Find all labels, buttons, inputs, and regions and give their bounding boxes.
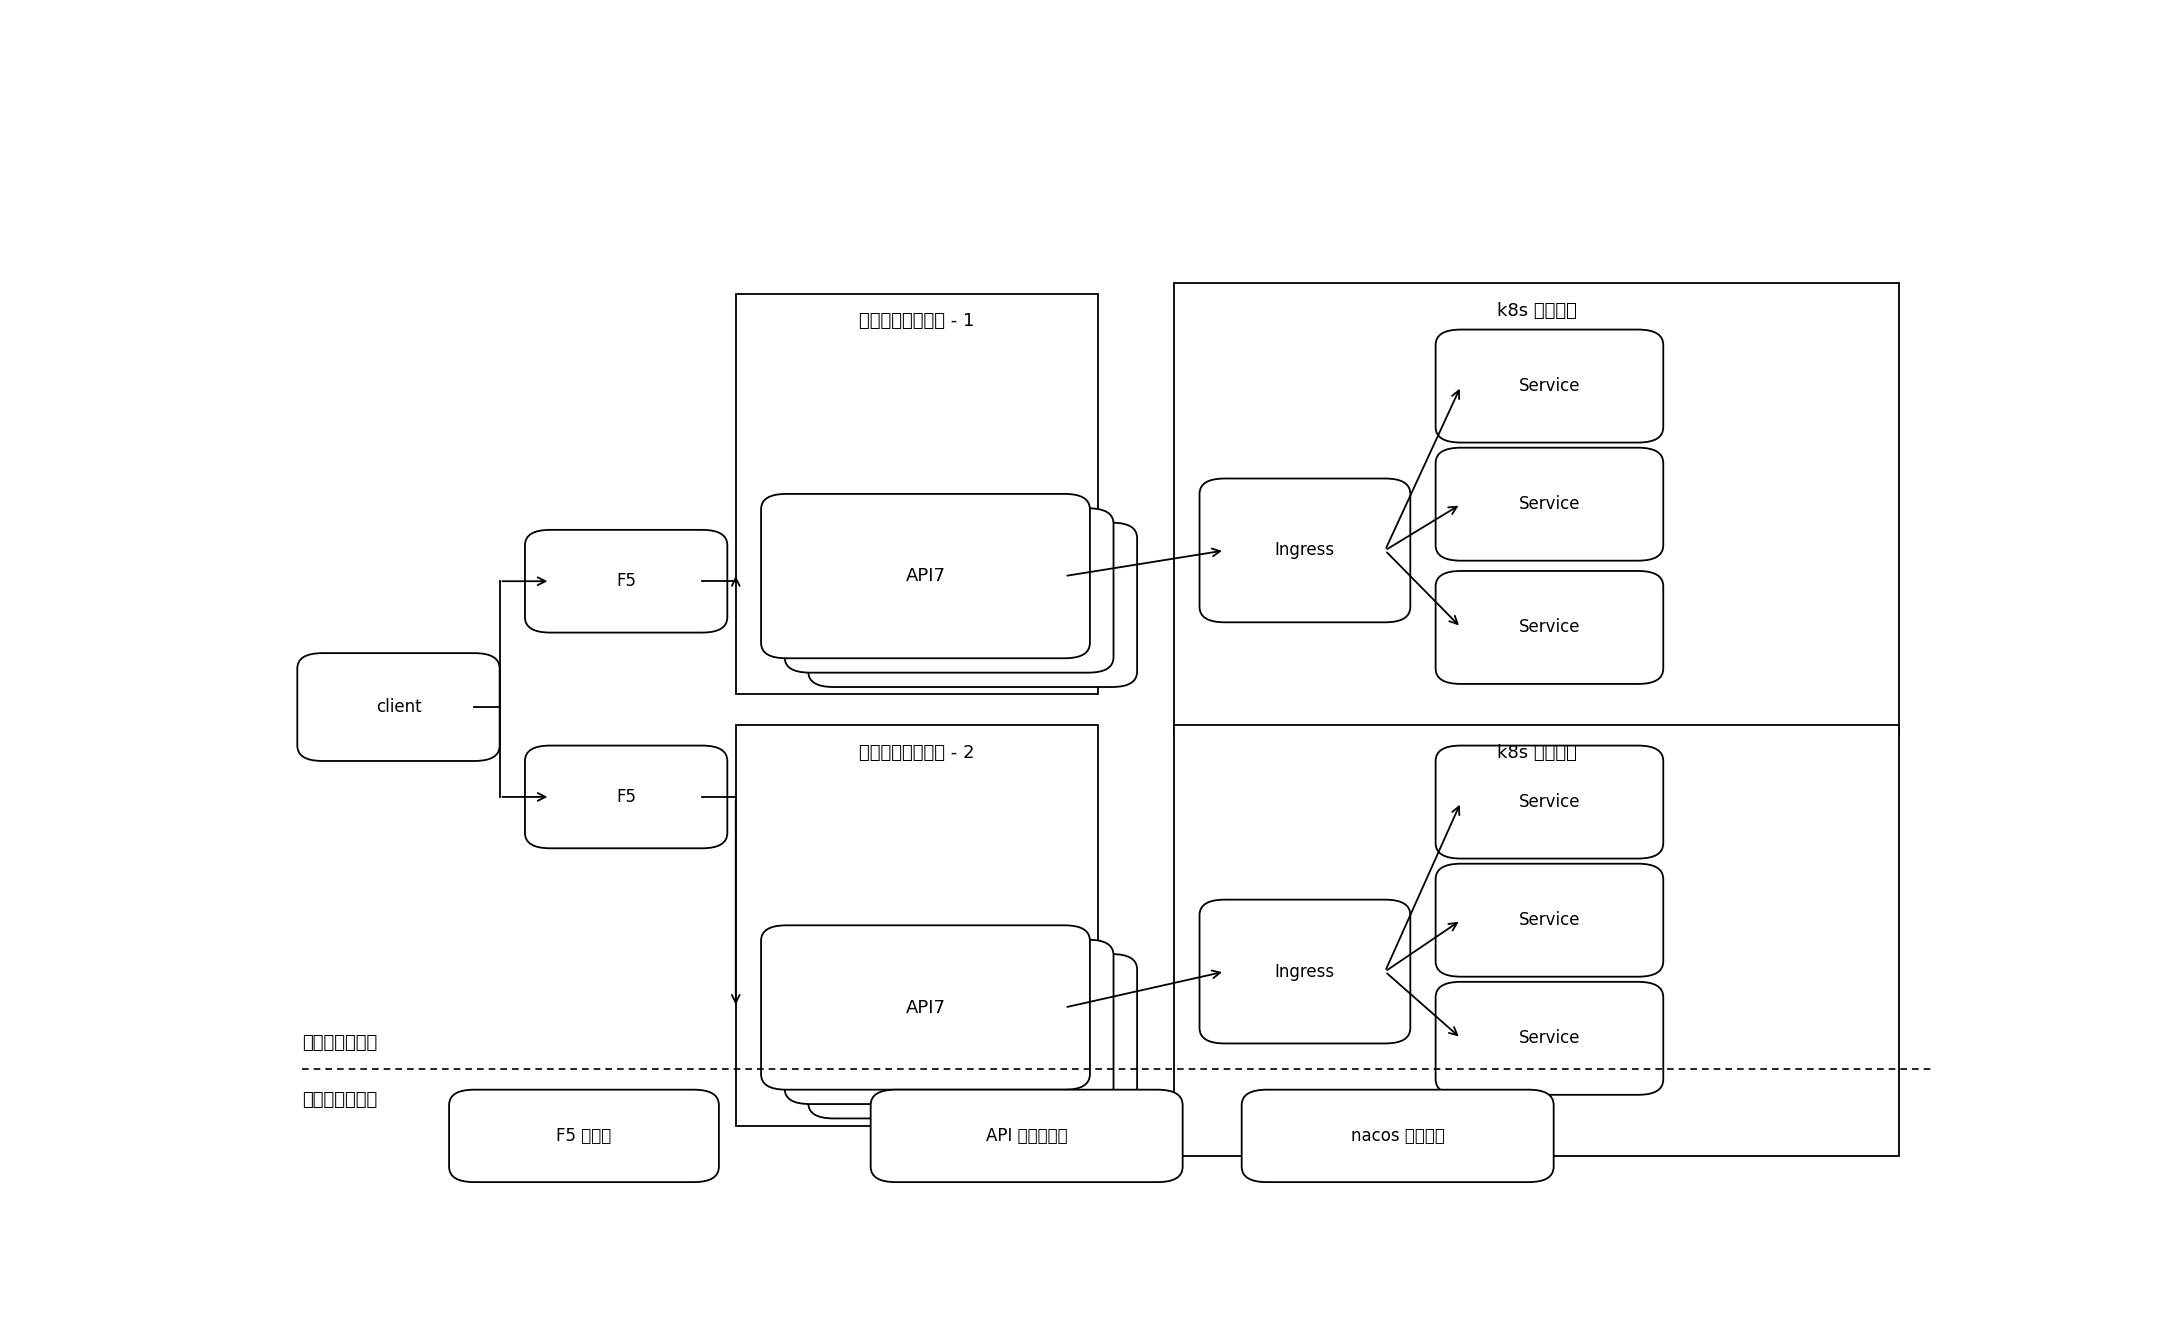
FancyBboxPatch shape [1436,571,1662,684]
FancyBboxPatch shape [807,523,1138,687]
FancyBboxPatch shape [1436,746,1662,859]
FancyBboxPatch shape [1175,283,1900,735]
Text: Service: Service [1519,1030,1580,1047]
Text: Service: Service [1519,794,1580,811]
FancyBboxPatch shape [524,746,727,848]
Text: 注册中心控制层: 注册中心控制层 [302,1091,379,1109]
FancyBboxPatch shape [1436,863,1662,976]
Text: API 网关控制器: API 网关控制器 [986,1127,1068,1145]
Text: Ingress: Ingress [1275,963,1336,980]
Text: Service: Service [1519,378,1580,395]
FancyBboxPatch shape [786,508,1114,672]
FancyBboxPatch shape [762,494,1090,658]
Text: nacos 注册中心: nacos 注册中心 [1351,1127,1445,1145]
Text: k8s 业务集群: k8s 业务集群 [1497,301,1578,320]
FancyBboxPatch shape [807,954,1138,1118]
Text: Ingress: Ingress [1275,542,1336,559]
Text: F5 适配器: F5 适配器 [557,1127,611,1145]
FancyBboxPatch shape [1436,448,1662,560]
Text: 业务服务管理层: 业务服务管理层 [302,1034,379,1053]
FancyBboxPatch shape [1436,329,1662,443]
FancyBboxPatch shape [786,939,1114,1105]
Text: client: client [376,698,422,716]
FancyBboxPatch shape [1436,982,1662,1095]
Text: F5: F5 [616,572,635,590]
Text: Service: Service [1519,495,1580,514]
FancyBboxPatch shape [1199,479,1410,622]
Text: Service: Service [1519,619,1580,636]
FancyBboxPatch shape [1199,899,1410,1043]
FancyBboxPatch shape [1175,726,1900,1157]
Text: 统一网关专用集群 - 1: 统一网关专用集群 - 1 [860,312,975,329]
FancyBboxPatch shape [870,1090,1184,1182]
FancyBboxPatch shape [762,926,1090,1090]
Text: API7: API7 [905,567,947,586]
Text: k8s 业务集群: k8s 业务集群 [1497,743,1578,762]
FancyBboxPatch shape [448,1090,718,1182]
FancyBboxPatch shape [298,654,500,760]
Text: 统一网关专用集群 - 2: 统一网关专用集群 - 2 [860,743,975,762]
FancyBboxPatch shape [524,530,727,632]
Text: API7: API7 [905,999,947,1017]
Text: F5: F5 [616,788,635,806]
Text: Service: Service [1519,911,1580,930]
FancyBboxPatch shape [735,726,1099,1126]
FancyBboxPatch shape [1242,1090,1554,1182]
FancyBboxPatch shape [735,293,1099,694]
